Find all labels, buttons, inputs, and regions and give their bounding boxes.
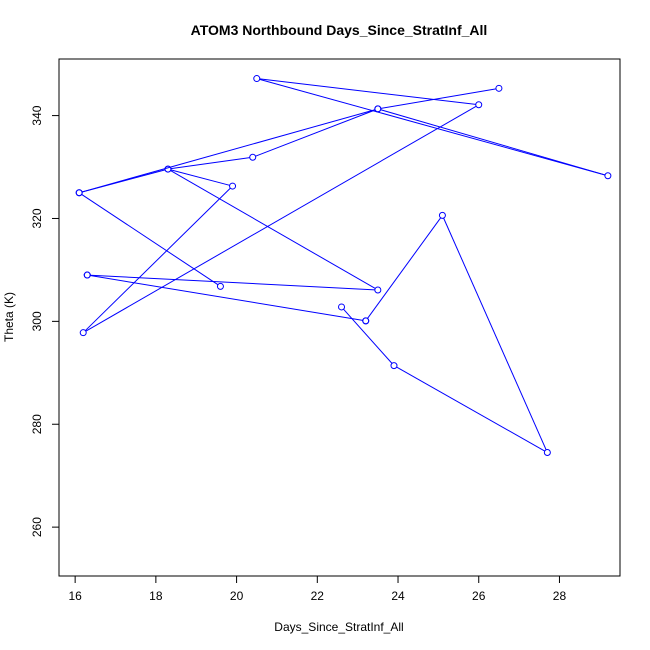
series-0 — [338, 211, 551, 457]
data-point — [338, 303, 346, 311]
data-point — [438, 211, 446, 219]
series-segment — [81, 109, 376, 193]
data-point — [543, 449, 551, 457]
y-tick-label: 320 — [30, 208, 44, 228]
data-point — [362, 317, 370, 325]
series-3 — [83, 271, 370, 325]
series-segment — [443, 217, 547, 450]
series-2 — [75, 84, 503, 197]
x-tick-label: 16 — [68, 589, 82, 603]
x-axis-label: Days_Since_StratInf_All — [274, 620, 403, 634]
data-point — [216, 282, 224, 290]
y-tick-label: 340 — [30, 105, 44, 125]
data-point — [75, 189, 83, 197]
series-segment — [90, 275, 363, 321]
data-point — [390, 362, 398, 370]
y-tick-label: 280 — [30, 414, 44, 434]
x-tick-label: 22 — [311, 589, 325, 603]
series-segment — [81, 169, 166, 193]
data-point — [79, 329, 87, 337]
series-segment — [396, 366, 545, 452]
x-tick-label: 26 — [472, 589, 486, 603]
x-tick-label: 20 — [230, 589, 244, 603]
data-point — [495, 84, 503, 92]
series-segment — [259, 78, 476, 105]
series-layer — [75, 75, 612, 457]
y-tick-label: 300 — [30, 311, 44, 331]
data-point — [374, 105, 382, 113]
series-segment — [85, 105, 477, 332]
series-segment — [85, 187, 231, 331]
y-axis: 260 280 300 320 340 — [30, 105, 60, 537]
data-point — [604, 172, 612, 180]
series-segment — [380, 109, 606, 176]
series-segment — [259, 78, 606, 176]
series-segment — [255, 109, 376, 157]
series-segment — [90, 274, 375, 291]
y-tick-label: 260 — [30, 517, 44, 537]
series-segment — [170, 170, 376, 289]
data-point — [229, 182, 237, 190]
y-axis-label: Theta (K) — [2, 292, 16, 342]
data-point — [249, 153, 257, 161]
x-tick-label: 18 — [149, 589, 163, 603]
data-point — [253, 75, 261, 83]
x-tick-label: 24 — [391, 589, 405, 603]
x-tick-label: 28 — [553, 589, 567, 603]
data-point — [83, 271, 91, 279]
data-point — [475, 101, 483, 109]
series-segment — [170, 157, 250, 170]
series-segment — [380, 88, 497, 109]
data-point — [374, 286, 382, 294]
x-axis: 16 18 20 22 24 26 28 — [68, 575, 567, 603]
series-segment — [81, 193, 219, 286]
series-segment — [367, 217, 442, 319]
data-point — [164, 165, 172, 173]
chart-title: ATOM3 Northbound Days_Since_StratInf_All — [191, 22, 488, 38]
series-segment — [170, 169, 230, 186]
